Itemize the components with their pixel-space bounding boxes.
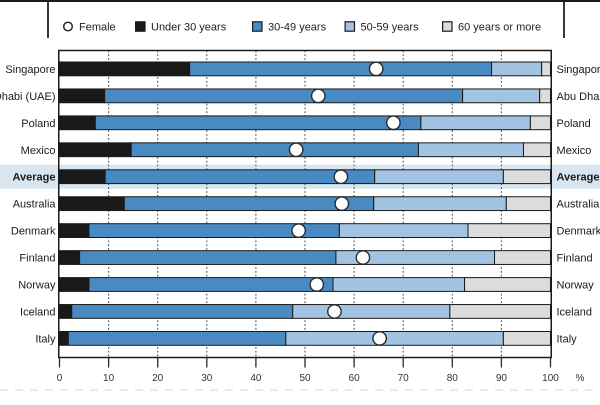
svg-text:Singapore: Singapore bbox=[557, 64, 600, 76]
svg-text:Australia: Australia bbox=[13, 199, 57, 211]
svg-text:Mexico: Mexico bbox=[21, 145, 56, 157]
svg-text:70: 70 bbox=[398, 373, 410, 384]
svg-text:30: 30 bbox=[201, 373, 213, 384]
svg-text:Average: Average bbox=[12, 172, 55, 184]
svg-text:Norway: Norway bbox=[557, 280, 595, 292]
svg-text:Denmark: Denmark bbox=[557, 226, 600, 238]
svg-text:30-49 years: 30-49 years bbox=[268, 22, 327, 34]
svg-text:20: 20 bbox=[152, 373, 164, 384]
svg-text:Finland: Finland bbox=[557, 253, 593, 265]
svg-text:%: % bbox=[576, 373, 585, 384]
svg-text:Iceland: Iceland bbox=[20, 306, 55, 318]
svg-text:40: 40 bbox=[250, 373, 262, 384]
svg-text:Italy: Italy bbox=[557, 333, 578, 345]
svg-text:Australia: Australia bbox=[557, 199, 600, 211]
svg-text:90: 90 bbox=[496, 373, 508, 384]
svg-text:Italy: Italy bbox=[35, 333, 56, 345]
svg-text:Female: Female bbox=[79, 22, 116, 34]
svg-text:Mexico: Mexico bbox=[557, 145, 592, 157]
svg-text:Abu Dhabi (UAE): Abu Dhabi (UAE) bbox=[0, 91, 56, 103]
svg-text:Under 30 years: Under 30 years bbox=[151, 22, 227, 34]
svg-text:Iceland: Iceland bbox=[557, 306, 592, 318]
svg-text:Poland: Poland bbox=[21, 118, 55, 130]
svg-text:Norway: Norway bbox=[18, 280, 56, 292]
svg-text:50: 50 bbox=[299, 373, 311, 384]
svg-text:Singapore: Singapore bbox=[5, 64, 55, 76]
svg-text:Finland: Finland bbox=[19, 253, 55, 265]
svg-text:Denmark: Denmark bbox=[11, 226, 56, 238]
svg-text:80: 80 bbox=[447, 373, 459, 384]
svg-text:50-59 years: 50-59 years bbox=[361, 22, 420, 34]
svg-text:Abu Dhabi (UAE): Abu Dhabi (UAE) bbox=[557, 91, 600, 103]
svg-text:60 years or more: 60 years or more bbox=[458, 22, 541, 34]
svg-text:Poland: Poland bbox=[557, 118, 591, 130]
svg-text:60: 60 bbox=[349, 373, 361, 384]
svg-text:0: 0 bbox=[57, 373, 63, 384]
svg-text:100: 100 bbox=[542, 373, 559, 384]
svg-text:10: 10 bbox=[103, 373, 115, 384]
svg-text:Average: Average bbox=[557, 172, 600, 184]
